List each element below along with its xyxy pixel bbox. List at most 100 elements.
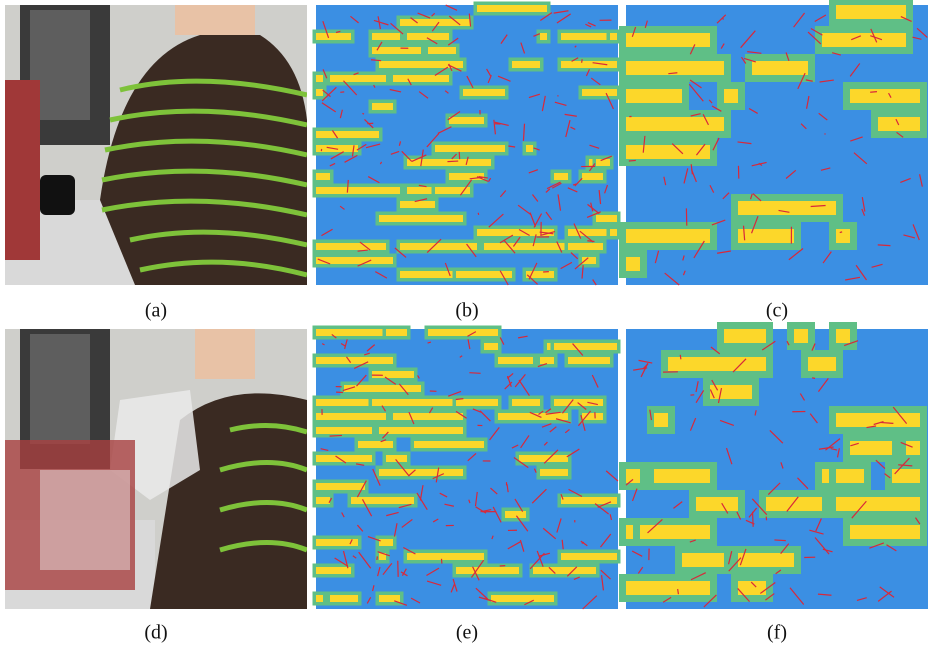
yellow-region: [316, 455, 372, 462]
yellow-region: [316, 33, 351, 40]
motion-map: [313, 326, 621, 610]
yellow-region: [316, 145, 358, 152]
yellow-region: [526, 145, 533, 152]
yellow-region: [428, 329, 498, 336]
yellow-region: [379, 469, 463, 476]
yellow-region: [512, 399, 540, 406]
yellow-region: [316, 413, 386, 420]
yellow-region: [836, 329, 850, 343]
yellow-region: [379, 215, 463, 222]
yellow-region: [316, 131, 379, 138]
yellow-region: [626, 33, 710, 47]
yellow-region: [738, 553, 794, 567]
yellow-region: [568, 243, 603, 250]
yellow-region: [533, 567, 596, 574]
yellow-region: [836, 5, 906, 19]
yellow-region: [372, 33, 400, 40]
yellow-region: [554, 173, 568, 180]
yellow-region: [554, 399, 603, 406]
yellow-region: [372, 103, 393, 110]
yellow-region: [850, 525, 920, 539]
motion-arrow: [330, 435, 342, 436]
yellow-region: [484, 243, 568, 250]
yellow-region: [654, 469, 710, 483]
yellow-region: [316, 567, 351, 574]
yellow-region: [766, 497, 822, 511]
motion-map: [313, 2, 621, 286]
yellow-region: [626, 581, 710, 595]
yellow-region: [640, 525, 710, 539]
yellow-region: [626, 229, 710, 243]
yellow-region: [351, 497, 414, 504]
yellow-region: [568, 229, 610, 236]
motion-arrow: [582, 59, 583, 63]
yellow-region: [626, 257, 640, 271]
motion-arrow: [587, 241, 594, 242]
yellow-region: [836, 469, 864, 483]
yellow-region: [316, 427, 372, 434]
yellow-region: [393, 413, 463, 420]
motion-arrow: [678, 589, 679, 594]
yellow-region: [316, 595, 323, 602]
yellow-region: [626, 469, 640, 483]
yellow-region: [561, 553, 617, 560]
yellow-region: [519, 455, 568, 462]
yellow-region: [540, 33, 547, 40]
motion-arrow: [680, 355, 681, 359]
yellow-region: [626, 117, 724, 131]
yellow-region: [554, 343, 617, 350]
yellow-region: [582, 173, 603, 180]
panel-caption: (a): [145, 300, 167, 322]
yellow-region: [379, 427, 463, 434]
yellow-region: [724, 329, 766, 343]
yellow-region: [878, 117, 920, 131]
yellow-region: [316, 357, 393, 364]
yellow-region: [379, 595, 400, 602]
yellow-region: [330, 75, 386, 82]
yellow-region: [407, 159, 491, 166]
motion-map: [619, 322, 928, 609]
yellow-region: [449, 117, 484, 124]
photo-a: [5, 5, 307, 285]
yellow-region: [540, 469, 568, 476]
yellow-region: [316, 329, 386, 336]
yellow-region: [428, 47, 456, 54]
yellow-region: [456, 399, 498, 406]
yellow-region: [582, 89, 617, 96]
motion-arrow: [840, 232, 842, 233]
yellow-region: [386, 329, 407, 336]
yellow-region: [610, 229, 617, 236]
motion-arrow: [629, 160, 636, 161]
yellow-region: [400, 201, 435, 208]
motion-arrow: [362, 113, 364, 114]
yellow-region: [850, 89, 920, 103]
yellow-region: [836, 413, 920, 427]
yellow-region: [414, 441, 484, 448]
yellow-region: [668, 357, 766, 371]
yellow-region: [463, 89, 505, 96]
yellow-region: [582, 413, 603, 420]
yellow-region: [344, 385, 421, 392]
yellow-region: [724, 89, 738, 103]
yellow-region: [610, 33, 617, 40]
yellow-region: [512, 61, 540, 68]
yellow-region: [456, 567, 519, 574]
yellow-region: [836, 497, 920, 511]
yellow-region: [696, 497, 738, 511]
motion-map: [619, 0, 928, 285]
yellow-region: [435, 187, 470, 194]
yellow-region: [808, 357, 836, 371]
yellow-region: [540, 357, 554, 364]
yellow-region: [752, 61, 808, 75]
yellow-region: [435, 145, 505, 152]
motion-arrow: [469, 373, 480, 374]
yellow-region: [682, 553, 724, 567]
yellow-region: [477, 5, 547, 12]
panel-caption: (e): [456, 622, 478, 644]
yellow-region: [596, 215, 617, 222]
yellow-region: [626, 89, 682, 103]
yellow-region: [561, 33, 610, 40]
yellow-region: [822, 33, 906, 47]
yellow-region: [393, 75, 449, 82]
motion-arrow: [478, 213, 479, 215]
